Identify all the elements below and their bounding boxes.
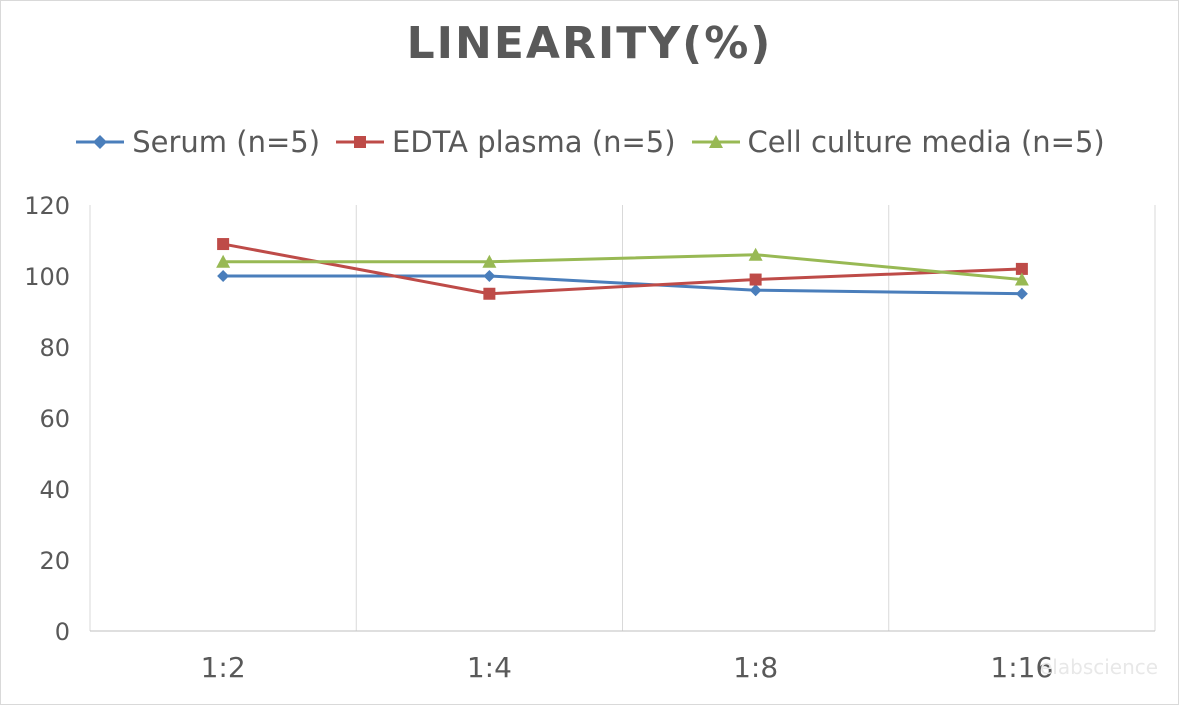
x-tick-label: 1:16 bbox=[990, 651, 1053, 684]
data-point-edta-plasma-n-5 bbox=[1015, 262, 1028, 275]
watermark: elabscience bbox=[1040, 655, 1159, 679]
legend-label-edta-plasma: EDTA plasma (n=5) bbox=[392, 125, 676, 159]
y-tick-label: 0 bbox=[55, 618, 70, 646]
data-point-serum-n-5 bbox=[483, 270, 496, 282]
y-tick-label: 40 bbox=[39, 476, 70, 504]
series-line-serum-n-5 bbox=[223, 274, 1022, 296]
data-point-serum-n-5 bbox=[1015, 287, 1028, 300]
y-tick-label: 80 bbox=[39, 334, 70, 362]
series-line-edta-plasma-n-5 bbox=[222, 242, 1022, 296]
data-point-serum-n-5 bbox=[217, 270, 230, 282]
data-point-edta-plasma-n-5 bbox=[483, 287, 496, 300]
legend-marker-edta-plasma bbox=[336, 136, 385, 148]
data-point-serum-n-5 bbox=[749, 284, 762, 297]
y-tick-label: 60 bbox=[39, 405, 70, 433]
legend-item-cell-culture-media: Cell culture media (n=5) bbox=[690, 125, 1105, 159]
chart-legend: Serum (n=5) EDTA plasma (n=5) Cell cultu… bbox=[0, 120, 1179, 164]
data-point-cell-culture-media-n-5 bbox=[748, 247, 763, 261]
chart-title: LINEARITY(%) bbox=[406, 18, 773, 69]
x-tick-label: 1:8 bbox=[733, 651, 778, 684]
data-point-cell-culture-media-n-5 bbox=[1014, 272, 1029, 286]
legend-label-cell-culture-media: Cell culture media (n=5) bbox=[747, 125, 1105, 159]
legend-item-serum: Serum (n=5) bbox=[74, 125, 320, 159]
x-tick-label: 1:4 bbox=[467, 651, 512, 684]
y-tick-label: 20 bbox=[39, 547, 70, 575]
y-tick-label: 120 bbox=[24, 192, 70, 220]
data-point-cell-culture-media-n-5 bbox=[216, 254, 231, 268]
series-line-cell-culture-media-n-5 bbox=[223, 253, 1023, 282]
y-tick-label: 100 bbox=[24, 263, 70, 291]
legend-item-edta-plasma: EDTA plasma (n=5) bbox=[334, 125, 676, 159]
legend-marker-cell-culture-media bbox=[691, 135, 740, 148]
x-tick-label: 1:2 bbox=[201, 651, 246, 684]
legend-marker-serum bbox=[76, 135, 125, 149]
data-point-edta-plasma-n-5 bbox=[749, 273, 762, 286]
data-point-edta-plasma-n-5 bbox=[217, 238, 230, 251]
legend-label-serum: Serum (n=5) bbox=[132, 125, 321, 159]
data-point-cell-culture-media-n-5 bbox=[482, 254, 497, 268]
